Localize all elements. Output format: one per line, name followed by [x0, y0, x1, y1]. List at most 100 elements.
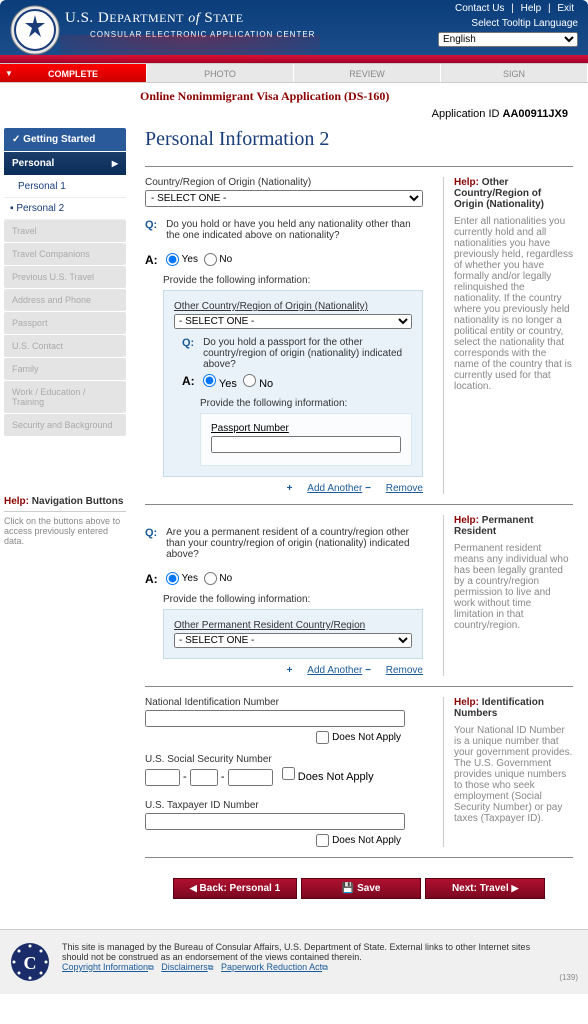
page-title: Personal Information 2 [145, 128, 573, 151]
divider [145, 686, 573, 687]
language-select[interactable]: English [438, 32, 578, 47]
next-button[interactable]: Next: Travel ▶ [425, 878, 545, 899]
nav-personal-1[interactable]: Personal 1 [4, 176, 126, 198]
dept-subtitle: CONSULAR ELECTRONIC APPLICATION CENTER [90, 30, 315, 39]
passport-box: Passport Number [200, 413, 412, 466]
taxpayer-label: U.S. Taxpayer ID Number [145, 800, 423, 811]
taxpayer-na-checkbox[interactable] [316, 834, 329, 847]
a-marker: A: [182, 374, 200, 388]
nav-travel[interactable]: Travel [4, 220, 126, 242]
a-marker: A: [145, 572, 163, 586]
add-another-link-2[interactable]: Add Another [307, 665, 362, 676]
divider [145, 504, 573, 505]
progress-bar: COMPLETE PHOTO REVIEW SIGN [0, 63, 588, 83]
nat-id-na-checkbox[interactable] [316, 731, 329, 744]
form-title: Online Nonimmigrant Visa Application (DS… [0, 83, 588, 106]
a-marker: A: [145, 253, 163, 267]
nav-address-phone[interactable]: Address and Phone [4, 289, 126, 311]
nav-work-education[interactable]: Work / Education / Training [4, 381, 126, 413]
help-link[interactable]: Help [521, 3, 542, 14]
state-seal-icon [10, 5, 60, 55]
q2-no-radio[interactable] [204, 572, 217, 585]
lang-label: Select Tooltip Language [471, 18, 578, 29]
nat-id-label: National Identification Number [145, 697, 423, 708]
copyright-link[interactable]: Copyright Information [62, 962, 148, 972]
step-photo[interactable]: PHOTO [147, 64, 294, 82]
divider [145, 166, 573, 167]
footer-seal-icon: C [10, 942, 50, 982]
application-id: Application ID AA00911JX9 [0, 106, 588, 128]
other-nat-label: Other Country/Region of Origin (National… [174, 301, 412, 312]
nav-previous-us-travel[interactable]: Previous U.S. Travel [4, 266, 126, 288]
other-nationality-box: Other Country/Region of Origin (National… [163, 290, 423, 477]
q-passport-text: Do you hold a passport for the other cou… [203, 337, 411, 370]
passport-no-radio[interactable] [243, 374, 256, 387]
remove-link-2[interactable]: Remove [386, 665, 423, 676]
minus-icon: − [365, 665, 371, 676]
plus-icon: + [287, 665, 293, 676]
external-icon: ⧉ [322, 963, 328, 972]
footer: C This site is managed by the Bureau of … [0, 929, 588, 994]
national-id-input[interactable] [145, 710, 405, 727]
step-review[interactable]: REVIEW [294, 64, 441, 82]
other-nationality-select[interactable]: - SELECT ONE - [174, 314, 412, 329]
step-sign[interactable]: SIGN [441, 64, 588, 82]
footer-text: This site is managed by the Bureau of Co… [62, 942, 530, 962]
provide-label-2: Provide the following information: [200, 398, 412, 409]
taxpayer-id-input[interactable] [145, 813, 405, 830]
help-box-2: Help: Permanent Resident Permanent resid… [443, 515, 573, 676]
content-area: Personal Information 2 Country/Region of… [130, 128, 588, 929]
svg-text:C: C [24, 953, 37, 973]
add-another-link[interactable]: Add Another [307, 483, 362, 494]
header: U.S. DEPARTMENT of STATE CONSULAR ELECTR… [0, 0, 588, 55]
help-box-3: Help: Identification Numbers Your Nation… [443, 697, 573, 847]
ssn-3-input[interactable] [228, 769, 273, 786]
dept-title: U.S. DEPARTMENT of STATE [65, 10, 244, 27]
help-box-1: Help: Other Country/Region of Origin (Na… [443, 177, 573, 494]
red-banner [0, 55, 588, 63]
q-marker: Q: [145, 527, 163, 539]
ssn-na-checkbox[interactable] [282, 767, 295, 780]
top-links: Contact Us | Help | Exit [451, 3, 578, 14]
nav-us-contact[interactable]: U.S. Contact [4, 335, 126, 357]
q-marker: Q: [182, 337, 200, 349]
save-button[interactable]: 💾 Save [301, 878, 421, 899]
contact-link[interactable]: Contact Us [455, 3, 504, 14]
passport-num-label: Passport Number [211, 423, 289, 434]
other-perm-label: Other Permanent Resident Country/Region [174, 620, 412, 631]
nav-buttons: ◀ Back: Personal 1 💾 Save Next: Travel ▶ [145, 878, 573, 899]
back-button[interactable]: ◀ Back: Personal 1 [173, 878, 297, 899]
nav-personal[interactable]: Personal [4, 152, 126, 175]
provide-label-1: Provide the following information: [163, 275, 423, 286]
passport-yes-radio[interactable] [203, 374, 216, 387]
q1-no-radio[interactable] [204, 253, 217, 266]
paperwork-link[interactable]: Paperwork Reduction Act [221, 962, 322, 972]
passport-number-input[interactable] [211, 436, 401, 453]
step-complete[interactable]: COMPLETE [0, 64, 147, 82]
q-marker: Q: [145, 219, 163, 231]
minus-icon: − [365, 483, 371, 494]
q1-text: Do you hold or have you held any nationa… [166, 219, 422, 241]
q1-yes-radio[interactable] [166, 253, 179, 266]
build-number: (139) [559, 973, 578, 982]
remove-link[interactable]: Remove [386, 483, 423, 494]
q2-yes-radio[interactable] [166, 572, 179, 585]
nav-passport[interactable]: Passport [4, 312, 126, 334]
ssn-na-label: Does Not Apply [298, 771, 374, 783]
ssn-label: U.S. Social Security Number [145, 754, 423, 765]
sidebar: Getting Started Personal Personal 1 Pers… [0, 128, 130, 929]
external-icon: ⧉ [208, 963, 214, 972]
nav-security[interactable]: Security and Background [4, 414, 126, 436]
nav-family[interactable]: Family [4, 358, 126, 380]
disclaimers-link[interactable]: Disclaimers [161, 962, 208, 972]
other-perm-box: Other Permanent Resident Country/Region … [163, 609, 423, 659]
nav-getting-started[interactable]: Getting Started [4, 128, 126, 151]
ssn-2-input[interactable] [190, 769, 218, 786]
other-perm-select[interactable]: - SELECT ONE - [174, 633, 412, 648]
help-navigation-box: Help: Navigation Buttons Click on the bu… [4, 496, 126, 546]
nationality-select[interactable]: - SELECT ONE - [145, 190, 423, 207]
exit-link[interactable]: Exit [557, 3, 574, 14]
nav-travel-companions[interactable]: Travel Companions [4, 243, 126, 265]
nav-personal-2[interactable]: Personal 2 [4, 198, 126, 220]
ssn-1-input[interactable] [145, 769, 180, 786]
